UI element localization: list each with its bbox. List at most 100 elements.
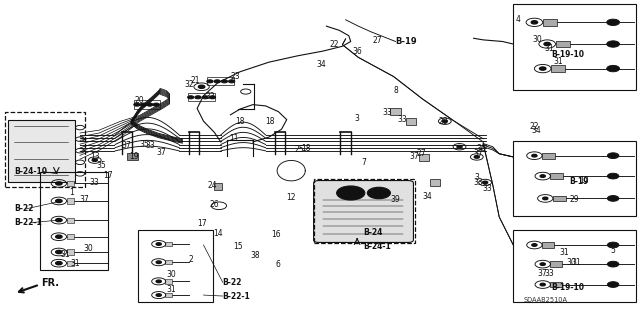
Bar: [513, 230, 636, 302]
Circle shape: [607, 19, 620, 26]
Bar: [419, 154, 429, 161]
Circle shape: [607, 242, 619, 248]
Text: 29: 29: [570, 195, 580, 204]
Circle shape: [607, 261, 619, 267]
Circle shape: [56, 219, 62, 222]
Circle shape: [607, 282, 619, 287]
Bar: [67, 234, 74, 239]
Circle shape: [153, 103, 159, 106]
Circle shape: [607, 173, 619, 179]
Circle shape: [543, 197, 548, 200]
Circle shape: [209, 96, 216, 99]
Text: 6: 6: [276, 260, 281, 269]
Bar: [550, 173, 563, 179]
Circle shape: [532, 154, 537, 157]
Bar: [543, 19, 557, 26]
Text: FR.: FR.: [42, 278, 60, 288]
Text: B-19-10: B-19-10: [552, 283, 585, 292]
Text: 37: 37: [474, 149, 484, 158]
Text: 34: 34: [422, 192, 433, 201]
Circle shape: [228, 80, 235, 83]
Bar: [207, 77, 234, 85]
Circle shape: [540, 283, 545, 286]
Text: 33: 33: [397, 115, 407, 124]
Circle shape: [607, 196, 619, 201]
Bar: [5, 112, 85, 187]
Bar: [513, 4, 636, 90]
Bar: [406, 118, 416, 125]
Text: 18: 18: [301, 144, 310, 153]
Circle shape: [607, 153, 619, 159]
Circle shape: [531, 21, 538, 24]
Text: B-24-10: B-24-10: [14, 167, 47, 176]
Circle shape: [214, 80, 220, 83]
Circle shape: [156, 261, 161, 263]
Circle shape: [56, 250, 62, 254]
Text: 31: 31: [70, 259, 81, 268]
Text: 24: 24: [207, 181, 218, 189]
Circle shape: [607, 65, 620, 72]
Circle shape: [147, 103, 153, 106]
Bar: [67, 218, 74, 223]
Text: 37: 37: [538, 269, 548, 278]
Text: 26: 26: [209, 200, 220, 209]
Text: 33: 33: [90, 178, 100, 187]
Circle shape: [483, 181, 488, 184]
Bar: [430, 179, 440, 186]
Text: 33: 33: [483, 184, 493, 193]
Bar: [67, 198, 74, 204]
Text: 36: 36: [476, 144, 486, 153]
Circle shape: [156, 294, 161, 296]
Bar: [165, 260, 172, 264]
Text: 25: 25: [294, 145, 305, 154]
Text: 30: 30: [566, 258, 576, 267]
Circle shape: [92, 159, 97, 161]
Bar: [165, 293, 172, 297]
Text: 37: 37: [156, 148, 166, 157]
Text: 30: 30: [532, 35, 543, 44]
Text: 27: 27: [416, 149, 426, 158]
Text: 37: 37: [122, 141, 132, 150]
Text: 12: 12: [287, 193, 296, 202]
Text: 37: 37: [79, 195, 90, 204]
Text: 16: 16: [271, 230, 282, 239]
Text: SDAAB2510A: SDAAB2510A: [524, 298, 568, 303]
Text: 28: 28: [438, 117, 447, 126]
Text: 31: 31: [571, 258, 581, 267]
Text: 4: 4: [516, 15, 521, 24]
Circle shape: [56, 235, 62, 238]
Text: B-22-1: B-22-1: [223, 292, 250, 300]
Text: 10: 10: [579, 176, 589, 185]
Text: 22: 22: [330, 40, 339, 48]
Text: 36: 36: [352, 47, 362, 56]
Text: 34: 34: [316, 60, 326, 69]
Text: 33: 33: [474, 178, 484, 187]
Circle shape: [474, 156, 479, 158]
Text: 1: 1: [69, 189, 74, 197]
Circle shape: [195, 96, 201, 99]
Circle shape: [156, 243, 161, 245]
Bar: [553, 196, 566, 201]
Circle shape: [607, 41, 620, 47]
Bar: [314, 179, 415, 243]
Text: 3: 3: [474, 173, 479, 182]
Bar: [542, 153, 555, 159]
Circle shape: [544, 42, 550, 46]
Bar: [214, 183, 222, 190]
Circle shape: [156, 280, 161, 283]
Text: 23: 23: [230, 72, 241, 81]
Text: 32: 32: [184, 80, 194, 89]
Circle shape: [134, 103, 140, 106]
Text: 14: 14: [212, 229, 223, 238]
Circle shape: [56, 199, 62, 203]
Text: 35: 35: [139, 140, 149, 149]
Text: 20: 20: [134, 96, 145, 105]
Circle shape: [337, 186, 365, 200]
Bar: [40, 172, 108, 270]
Circle shape: [540, 67, 546, 70]
Text: 17: 17: [102, 171, 113, 180]
Text: 32: 32: [205, 92, 215, 101]
Text: B-19-10: B-19-10: [552, 50, 585, 59]
Text: 27: 27: [372, 36, 383, 45]
Bar: [127, 153, 138, 160]
